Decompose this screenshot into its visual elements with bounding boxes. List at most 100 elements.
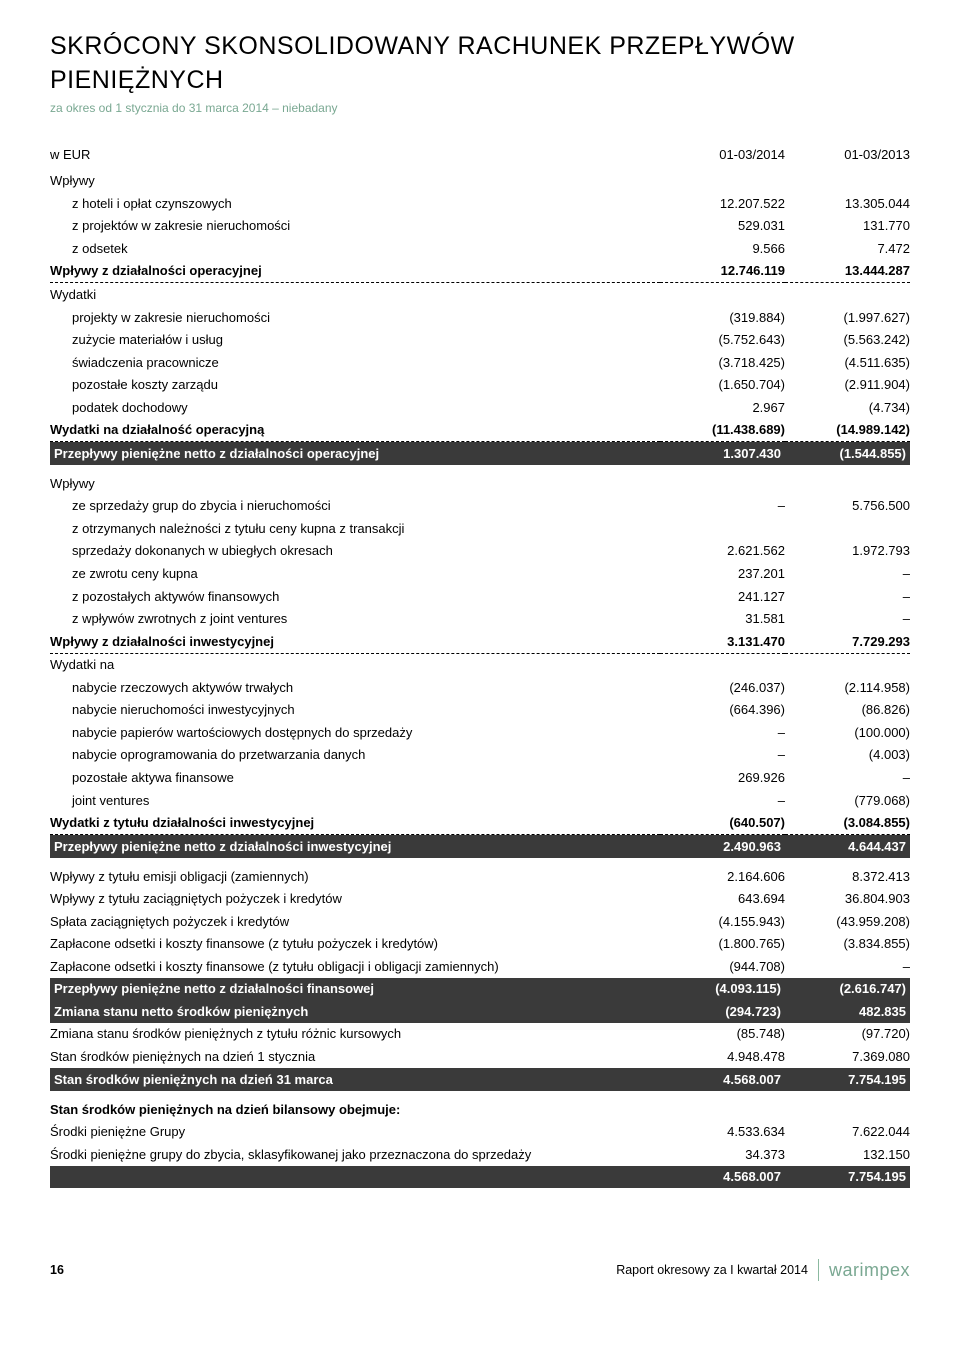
- cell: (2.911.904): [785, 374, 910, 397]
- cell: 7.729.293: [785, 630, 910, 653]
- cell: (4.734): [785, 396, 910, 419]
- table-row: nabycie papierów wartościowych dostępnyc…: [50, 721, 910, 744]
- table-row: z odsetek9.5667.472: [50, 237, 910, 260]
- cell: 132.150: [785, 1143, 910, 1166]
- page-title: SKRÓCONY SKONSOLIDOWANY RACHUNEK PRZEPŁY…: [50, 30, 910, 98]
- net-financing-row: Przepływy pieniężne netto z działalności…: [50, 978, 910, 1001]
- cell: –: [660, 495, 785, 518]
- table-row: ze sprzedaży grup do zbycia i nieruchomo…: [50, 495, 910, 518]
- page-number: 16: [50, 1262, 64, 1279]
- row-label: z hoteli i opłat czynszowych: [50, 192, 660, 215]
- cell: 131.770: [785, 215, 910, 238]
- row-label: z projektów w zakresie nieruchomości: [50, 215, 660, 238]
- cell: 529.031: [660, 215, 785, 238]
- net-change-row: Zmiana stanu netto środków pieniężnych(2…: [50, 1000, 910, 1023]
- table-row: nabycie oprogramowania do przetwarzania …: [50, 744, 910, 767]
- row-label: Przepływy pieniężne netto z działalności…: [50, 978, 660, 1001]
- row-label: Zmiana stanu netto środków pieniężnych: [50, 1000, 660, 1023]
- table-row: z projektów w zakresie nieruchomości529.…: [50, 215, 910, 238]
- cell: (1.997.627): [785, 306, 910, 329]
- row-label: Zapłacone odsetki i koszty finansowe (z …: [50, 955, 660, 978]
- table-row: Zmiana stanu środków pieniężnych z tytuł…: [50, 1023, 910, 1046]
- table-row: z pozostałych aktywów finansowych241.127…: [50, 585, 910, 608]
- row-label: nabycie rzeczowych aktywów trwałych: [50, 676, 660, 699]
- row-label: z odsetek: [50, 237, 660, 260]
- cell: 7.622.044: [785, 1121, 910, 1144]
- cell: (1.544.855): [785, 442, 910, 465]
- cell: 2.967: [660, 396, 785, 419]
- table-row: Zapłacone odsetki i koszty finansowe (z …: [50, 955, 910, 978]
- row-label: zużycie materiałów i usług: [50, 329, 660, 352]
- brand-logo: warimpex: [829, 1258, 910, 1282]
- section-label: Wydatki na: [50, 653, 660, 676]
- row-label: nabycie papierów wartościowych dostępnyc…: [50, 721, 660, 744]
- cell: (86.826): [785, 699, 910, 722]
- table-row: z hoteli i opłat czynszowych12.207.52213…: [50, 192, 910, 215]
- row-label: Zapłacone odsetki i koszty finansowe (z …: [50, 933, 660, 956]
- cell: (779.068): [785, 789, 910, 812]
- cell: (944.708): [660, 955, 785, 978]
- cell: 4.568.007: [660, 1166, 785, 1189]
- cell: 643.694: [660, 888, 785, 911]
- row-label: Wpływy z tytułu emisji obligacji (zamien…: [50, 858, 660, 888]
- currency-label: w EUR: [50, 144, 660, 170]
- cell: –: [660, 789, 785, 812]
- table-row: Wpływy: [50, 465, 910, 495]
- cell: 1.972.793: [785, 540, 910, 563]
- cell: 12.746.119: [660, 260, 785, 283]
- cell: 34.373: [660, 1143, 785, 1166]
- cell: 8.372.413: [785, 858, 910, 888]
- page-footer: 16 Raport okresowy za I kwartał 2014 war…: [50, 1258, 910, 1282]
- table-row: z otrzymanych należności z tytułu ceny k…: [50, 517, 910, 540]
- cell: (1.650.704): [660, 374, 785, 397]
- col-2013: 01-03/2013: [785, 144, 910, 170]
- row-label: podatek dochodowy: [50, 396, 660, 419]
- cell: 7.754.195: [785, 1166, 910, 1189]
- cell: 7.472: [785, 237, 910, 260]
- table-row: pozostałe koszty zarządu(1.650.704)(2.91…: [50, 374, 910, 397]
- table-row: Środki pieniężne grupy do zbycia, sklasy…: [50, 1143, 910, 1166]
- cell: 3.131.470: [660, 630, 785, 653]
- page-subtitle: za okres od 1 stycznia do 31 marca 2014 …: [50, 100, 910, 116]
- table-row: Wydatki z tytułu działalności inwestycyj…: [50, 812, 910, 835]
- cell: 7.754.195: [785, 1068, 910, 1091]
- section-label: Wydatki: [50, 283, 660, 306]
- cell: 482.835: [785, 1000, 910, 1023]
- net-operating-row: Przepływy pieniężne netto z działalności…: [50, 442, 910, 465]
- cell: 2.490.963: [660, 835, 785, 858]
- table-header: w EUR 01-03/2014 01-03/2013: [50, 144, 910, 170]
- cell: 241.127: [660, 585, 785, 608]
- cell: –: [660, 744, 785, 767]
- cell: (97.720): [785, 1023, 910, 1046]
- cash-breakdown-total-row: 4.568.0077.754.195: [50, 1166, 910, 1189]
- cell: –: [785, 955, 910, 978]
- cell: 1.307.430: [660, 442, 785, 465]
- cell: 4.644.437: [785, 835, 910, 858]
- cell: (319.884): [660, 306, 785, 329]
- cell: (3.718.425): [660, 351, 785, 374]
- row-label: nabycie oprogramowania do przetwarzania …: [50, 744, 660, 767]
- cell: (1.800.765): [660, 933, 785, 956]
- table-row: podatek dochodowy2.967(4.734): [50, 396, 910, 419]
- cell: 4.533.634: [660, 1121, 785, 1144]
- cell: (4.003): [785, 744, 910, 767]
- row-label: ze zwrotu ceny kupna: [50, 563, 660, 586]
- table-row: joint ventures–(779.068): [50, 789, 910, 812]
- cell: –: [785, 608, 910, 631]
- table-row: Wydatki na działalność operacyjną(11.438…: [50, 419, 910, 442]
- row-label: ze sprzedaży grup do zbycia i nieruchomo…: [50, 495, 660, 518]
- cell: 4.948.478: [660, 1046, 785, 1069]
- cell: 5.756.500: [785, 495, 910, 518]
- table-row: Wydatki na: [50, 653, 910, 676]
- row-label: pozostałe aktywa finansowe: [50, 766, 660, 789]
- table-row: ze zwrotu ceny kupna237.201–: [50, 563, 910, 586]
- cell: (2.616.747): [785, 978, 910, 1001]
- table-row: Wpływy z działalności operacyjnej12.746.…: [50, 260, 910, 283]
- table-row: Zapłacone odsetki i koszty finansowe (z …: [50, 933, 910, 956]
- cell: 13.305.044: [785, 192, 910, 215]
- row-label: Spłata zaciągniętych pożyczek i kredytów: [50, 910, 660, 933]
- cell: (294.723): [660, 1000, 785, 1023]
- footer-divider: [818, 1259, 819, 1281]
- cell: (664.396): [660, 699, 785, 722]
- table-row: świadczenia pracownicze(3.718.425)(4.511…: [50, 351, 910, 374]
